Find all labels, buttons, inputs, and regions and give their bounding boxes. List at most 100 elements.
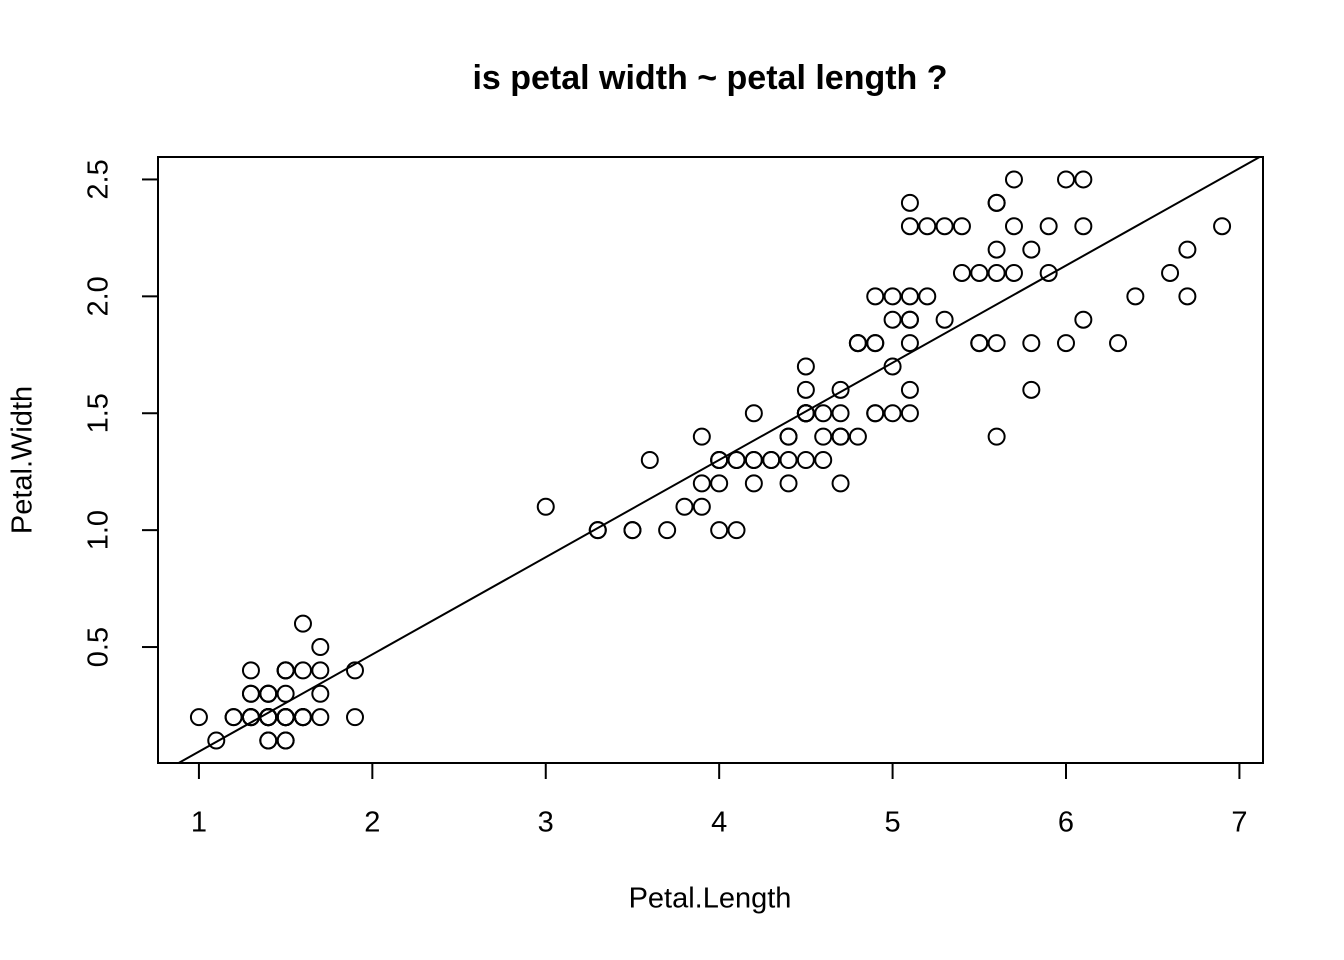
point [866, 287, 885, 306]
point [866, 404, 885, 423]
point [900, 310, 919, 329]
point [692, 497, 711, 516]
x-tick-label: 2 [364, 807, 380, 839]
point [189, 708, 208, 727]
x-axis-label: Petal.Length [629, 883, 792, 915]
point [935, 217, 954, 236]
point [1057, 170, 1076, 189]
point [900, 404, 919, 423]
point [311, 708, 330, 727]
x-tick-label: 3 [538, 807, 554, 839]
point [779, 427, 798, 446]
point [1039, 263, 1058, 282]
point [1022, 334, 1041, 353]
point [241, 684, 260, 703]
point [1022, 380, 1041, 399]
point [692, 427, 711, 446]
point [900, 380, 919, 399]
x-tick-label: 5 [885, 807, 901, 839]
point [744, 474, 763, 493]
point [796, 451, 815, 469]
y-tick-label: 2.5 [83, 159, 115, 199]
point [814, 404, 833, 423]
point [345, 708, 364, 727]
point [987, 263, 1006, 282]
point [1213, 217, 1232, 236]
x-tick-label: 4 [711, 807, 727, 839]
point [814, 451, 833, 469]
point [1004, 217, 1023, 236]
point [883, 357, 902, 376]
plot-frame [157, 156, 1264, 764]
point [1057, 334, 1076, 353]
point [536, 497, 555, 516]
point [883, 404, 902, 423]
point [1074, 170, 1093, 189]
point [900, 334, 919, 353]
point [588, 521, 607, 540]
point [848, 427, 867, 446]
point [675, 497, 694, 516]
point [276, 731, 295, 750]
point [831, 427, 850, 446]
point [224, 708, 243, 727]
y-tick-label: 1.5 [83, 393, 115, 433]
point [900, 287, 919, 306]
point [1004, 170, 1023, 189]
point [883, 287, 902, 306]
x-tick-label: 7 [1231, 807, 1247, 839]
point [623, 521, 642, 540]
point [831, 474, 850, 493]
point [952, 217, 971, 236]
point [276, 684, 295, 703]
point [259, 684, 278, 703]
point [311, 661, 330, 680]
point [831, 404, 850, 423]
point [1109, 334, 1128, 353]
point [259, 731, 278, 750]
point [710, 451, 729, 469]
point [345, 661, 364, 680]
point [796, 357, 815, 376]
point [727, 451, 746, 469]
plot-area [176, 157, 1262, 763]
point [1022, 240, 1041, 259]
point [935, 310, 954, 329]
point [779, 474, 798, 493]
regression-line [176, 157, 1262, 763]
point [970, 334, 989, 353]
point [1074, 310, 1093, 329]
point [293, 708, 312, 727]
x-tick-label: 6 [1058, 807, 1074, 839]
point [241, 708, 260, 727]
point [987, 334, 1006, 353]
point [900, 217, 919, 236]
point [779, 451, 798, 469]
point [918, 217, 937, 236]
point [1074, 217, 1093, 236]
point [293, 614, 312, 633]
point [640, 451, 659, 469]
point [207, 731, 226, 750]
point [796, 380, 815, 399]
point [1126, 287, 1145, 306]
point [883, 310, 902, 329]
point [987, 240, 1006, 259]
point [276, 661, 295, 680]
point [814, 427, 833, 446]
point [692, 474, 711, 493]
point [987, 427, 1006, 446]
point [727, 521, 746, 540]
y-tick-label: 2.0 [83, 276, 115, 316]
point [762, 451, 781, 469]
point [658, 521, 677, 540]
point [848, 334, 867, 353]
chart-title: is petal width ~ petal length ? [472, 59, 947, 97]
point [970, 263, 989, 282]
point [952, 263, 971, 282]
point [1178, 240, 1197, 259]
point [744, 451, 763, 469]
point [311, 638, 330, 657]
point [710, 474, 729, 493]
point [744, 404, 763, 423]
